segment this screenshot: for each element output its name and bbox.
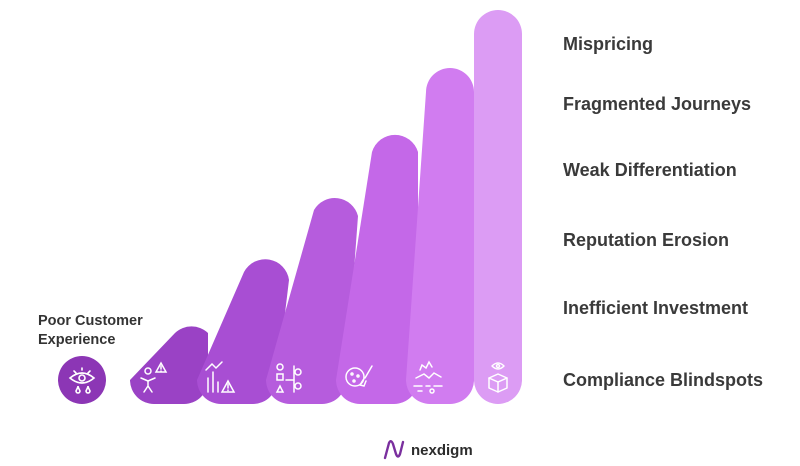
step-2-label: Compliance Blindspots bbox=[563, 370, 764, 390]
step-2 bbox=[130, 326, 208, 404]
step-4 bbox=[266, 198, 358, 404]
step-2-bar bbox=[130, 326, 208, 404]
step-3 bbox=[197, 259, 289, 404]
step-7 bbox=[474, 10, 522, 404]
step-3-bar bbox=[197, 259, 289, 404]
step-1 bbox=[58, 356, 106, 404]
step-1-label-line2: Experience bbox=[38, 332, 116, 348]
step-6-bar bbox=[406, 68, 474, 404]
step-5-bar bbox=[336, 134, 418, 405]
logo-text: nexdigm bbox=[411, 441, 473, 459]
step-3-label: Inefficient Investment bbox=[563, 298, 749, 318]
step-7-bar bbox=[474, 10, 522, 404]
eye-with-drop-icon bbox=[68, 367, 96, 394]
n-logo-icon bbox=[383, 440, 405, 460]
flowchart-icon bbox=[275, 363, 302, 393]
brand-logo: nexdigm bbox=[383, 440, 473, 460]
step-5-label: Weak Differentiation bbox=[563, 160, 737, 180]
eye-box-icon bbox=[488, 362, 508, 393]
person-warning-icon bbox=[140, 361, 168, 393]
step-4-bar bbox=[266, 198, 358, 404]
step-5 bbox=[336, 134, 418, 405]
step-7-label: Mispricing bbox=[563, 34, 654, 54]
step-6 bbox=[406, 68, 474, 404]
chart-warning-icon bbox=[205, 361, 236, 393]
step-4-label: Reputation Erosion bbox=[563, 230, 729, 250]
step-1-label: Poor Customer Experience bbox=[38, 312, 143, 350]
broken-path-icon bbox=[413, 360, 443, 394]
cookie-brush-icon bbox=[345, 365, 373, 387]
step-6-label: Fragmented Journeys bbox=[563, 94, 752, 114]
step-1-label-line1: Poor Customer bbox=[38, 313, 143, 329]
step-1-circle bbox=[58, 356, 106, 404]
